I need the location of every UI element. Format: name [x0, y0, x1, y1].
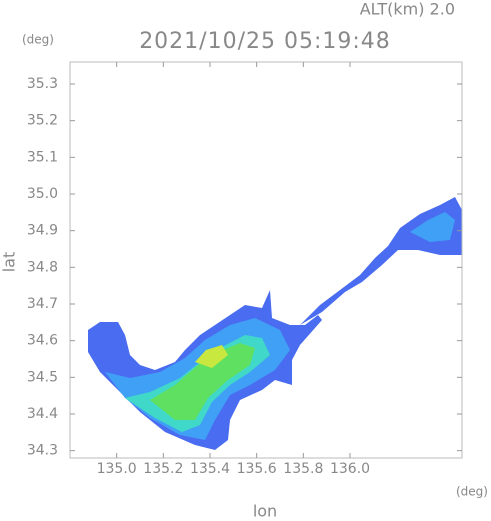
y-tick-label: 34.9 — [27, 223, 58, 239]
y-axis-label: lat — [0, 252, 19, 273]
y-tick-label: 34.3 — [27, 443, 58, 459]
y-tick-label: 34.4 — [27, 406, 58, 422]
y-tick-label: 34.6 — [27, 333, 58, 349]
y-tick-label: 34.8 — [27, 259, 58, 275]
y-tick-label: 34.5 — [27, 369, 58, 385]
subtitle: ALT(km) 2.0 — [360, 0, 455, 19]
y-tick-label: 35.3 — [27, 76, 58, 92]
y-tick-label: 34.7 — [27, 296, 58, 312]
y-tick-label: 35.0 — [27, 186, 58, 202]
chart-title: 2021/10/25 05:19:48 — [139, 29, 391, 54]
x-tick-label: 135.8 — [283, 461, 323, 477]
x-tick-label: 135.0 — [97, 461, 137, 477]
y-unit: (deg) — [22, 33, 54, 47]
x-tick-label: 135.6 — [237, 461, 277, 477]
x-axis-label: lon — [253, 502, 277, 521]
x-tick-label: 135.2 — [143, 461, 183, 477]
y-tick-label: 35.1 — [27, 149, 58, 165]
plot-frame — [69, 61, 463, 459]
x-tick-label: 135.4 — [190, 461, 230, 477]
y-tick-label: 35.2 — [27, 113, 58, 129]
radar-echo — [88, 197, 462, 450]
x-tick-label: 136.0 — [330, 461, 370, 477]
x-unit: (deg) — [456, 485, 488, 499]
